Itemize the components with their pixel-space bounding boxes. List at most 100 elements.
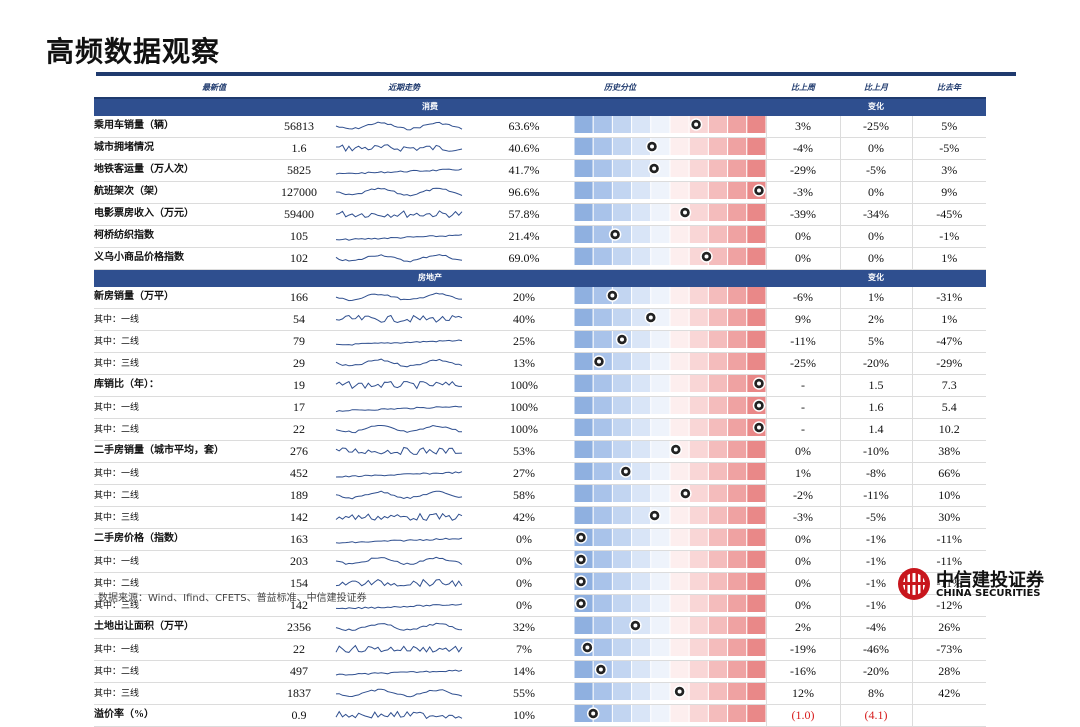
header-trend: 近期走势 [334, 80, 474, 99]
percentile-gauge [574, 660, 766, 678]
percentile-gauge [574, 616, 766, 634]
percentile-gauge [574, 137, 766, 155]
indicator-name: 其中：三线 [94, 352, 264, 375]
percentile-gauge [574, 484, 766, 502]
trend-cell [334, 396, 474, 419]
wow-change: 2% [765, 616, 840, 639]
percentile-bar [574, 396, 766, 419]
table-row: 城市拥堵情况 1.6 40.6% -4% 0% -5% [94, 137, 986, 160]
trend-cell [334, 181, 474, 204]
mom-change: 1.4 [839, 418, 912, 441]
trend-sparkline [335, 339, 463, 346]
wow-change: 9% [765, 308, 840, 331]
latest-value: 105 [264, 225, 334, 248]
logo-emblem-icon [898, 568, 930, 600]
trend-cell [334, 330, 474, 353]
trend-cell [334, 704, 474, 727]
percentile-value: 13% [474, 352, 574, 375]
trend-cell [334, 638, 474, 661]
mom-change: 8% [839, 682, 912, 705]
percentile-bar [574, 660, 766, 683]
table-row: 二手房价格（指数） 163 0% 0% -1% -11% [94, 528, 986, 551]
trend-cell [334, 203, 474, 226]
percentile-bar [574, 462, 766, 485]
trend-sparkline [335, 187, 463, 197]
yoy-change: -5% [911, 137, 986, 160]
mom-change: 5% [839, 330, 912, 353]
table-row: 溢价率（%） 0.9 10% (1.0) (4.1) [94, 704, 986, 727]
title-divider [96, 72, 1016, 76]
mom-change: -34% [839, 203, 912, 226]
trend-cell [334, 462, 474, 485]
percentile-value: 100% [474, 374, 574, 397]
yoy-change: 28% [911, 660, 986, 683]
indicator-name: 其中：二线 [94, 572, 264, 595]
percentile-value: 42% [474, 506, 574, 529]
latest-value: 102 [264, 247, 334, 270]
mom-change: -5% [839, 506, 912, 529]
trend-sparkline [335, 358, 463, 368]
table-row: 电影票房收入（万元） 59400 57.8% -39% -34% -45% [94, 203, 986, 226]
wow-change: 0% [765, 594, 840, 617]
percentile-gauge [574, 704, 766, 722]
trend-sparkline [335, 380, 462, 390]
wow-change: 0% [765, 247, 840, 270]
indicator-name: 其中：三线 [94, 682, 264, 705]
wow-change: -11% [765, 330, 840, 353]
percentile-bar [574, 330, 766, 353]
table-row: 二手房销量（城市平均，套） 276 53% 0% -10% 38% [94, 440, 986, 463]
header-wow: 比上周 [766, 80, 840, 99]
mom-change: -1% [839, 572, 912, 595]
section-band: 消费 变化 [94, 97, 986, 116]
wow-change: -39% [765, 203, 840, 226]
wow-change: - [765, 374, 840, 397]
trend-sparkline [335, 314, 463, 324]
percentile-bar [574, 638, 766, 661]
latest-value: 166 [264, 286, 334, 309]
percentile-value: 63.6% [474, 115, 574, 138]
wow-change: -29% [765, 159, 840, 182]
table-row: 其中：三线 142 42% -3% -5% 30% [94, 506, 986, 529]
percentile-bar [574, 308, 766, 331]
latest-value: 163 [264, 528, 334, 551]
mom-change: -1% [839, 528, 912, 551]
percentile-bar [574, 440, 766, 463]
trend-sparkline [335, 556, 463, 566]
percentile-gauge [574, 550, 766, 568]
percentile-bar [574, 115, 766, 138]
table-row: 乘用车销量（辆） 56813 63.6% 3% -25% 5% [94, 115, 986, 138]
percentile-value: 21.4% [474, 225, 574, 248]
yoy-change: -11% [911, 528, 986, 551]
table-row: 其中：一线 203 0% 0% -1% -11% [94, 550, 986, 573]
trend-cell [334, 572, 474, 595]
latest-value: 0.9 [264, 704, 334, 727]
table-row: 其中：二线 22 100% -1.4 10.2 [94, 418, 986, 441]
percentile-gauge [574, 286, 766, 304]
table-row: 义乌小商品价格指数 102 69.0% 0% 0% 1% [94, 247, 986, 270]
percentile-gauge [574, 203, 766, 221]
percentile-gauge [574, 506, 766, 524]
percentile-value: 69.0% [474, 247, 574, 270]
latest-value: 17 [264, 396, 334, 419]
indicator-name: 电影票房收入（万元） [94, 203, 264, 226]
china-securities-logo: 中信建投证券 CHINA SECURITIES [896, 566, 1046, 606]
wow-change: 0% [765, 572, 840, 595]
percentile-value: 0% [474, 550, 574, 573]
percentile-gauge [574, 352, 766, 370]
table-row: 其中：二线 189 58% -2% -11% 10% [94, 484, 986, 507]
indicator-name: 其中：二线 [94, 484, 264, 507]
percentile-gauge [574, 374, 766, 392]
yoy-change: 7.3 [911, 374, 986, 397]
percentile-value: 57.8% [474, 203, 574, 226]
mom-change: -8% [839, 462, 912, 485]
table-row: 其中：三线 1837 55% 12% 8% 42% [94, 682, 986, 705]
percentile-bar [574, 137, 766, 160]
percentile-value: 96.6% [474, 181, 574, 204]
trend-sparkline [335, 688, 463, 698]
indicator-name: 库销比（年）： [94, 374, 264, 397]
wow-change: 3% [765, 115, 840, 138]
table-row: 土地出让面积（万平） 2356 32% 2% -4% 26% [94, 616, 986, 639]
trend-sparkline [335, 512, 463, 522]
percentile-gauge [574, 247, 766, 265]
percentile-value: 53% [474, 440, 574, 463]
